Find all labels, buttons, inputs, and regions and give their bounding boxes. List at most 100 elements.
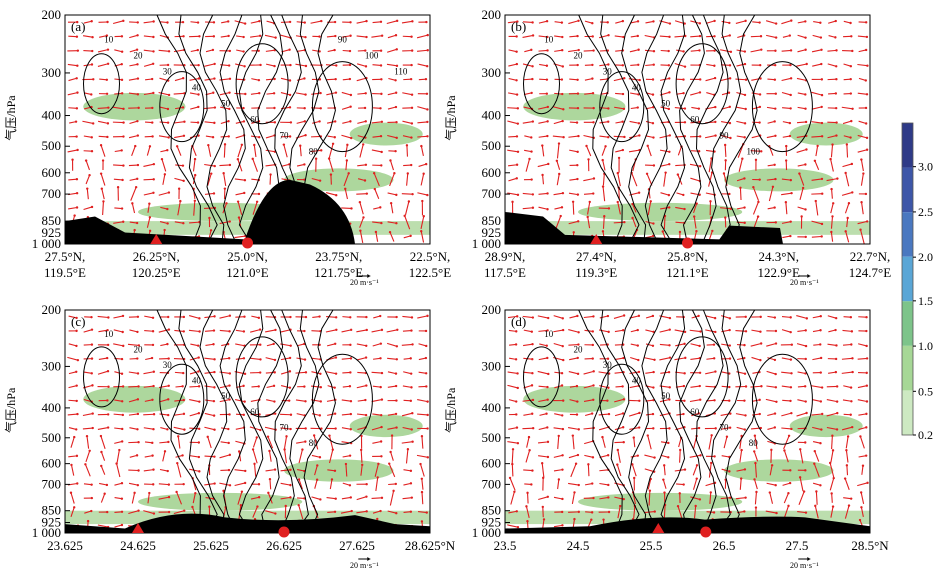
wind-vector <box>523 92 532 96</box>
wind-vector-head <box>515 315 519 318</box>
wind-vector-head <box>120 149 123 152</box>
wind-vector <box>387 427 397 430</box>
wind-vector-head <box>546 208 549 211</box>
wind-vector-head <box>616 463 619 466</box>
wind-vector <box>797 511 807 514</box>
wind-vector-head <box>84 463 87 466</box>
wind-vector <box>341 207 352 210</box>
wind-vector-head <box>380 425 383 429</box>
wind-vector <box>68 206 78 210</box>
wind-vector-head <box>120 50 124 53</box>
wind-vector <box>203 106 215 110</box>
wind-vector <box>797 371 806 375</box>
wind-vector <box>342 120 351 124</box>
wind-vector-head <box>259 371 262 374</box>
contour-line <box>178 14 218 245</box>
wind-vector-head <box>163 450 167 453</box>
wind-vector-head <box>683 207 686 211</box>
wind-vector-head <box>790 343 794 346</box>
wind-vector-head <box>754 158 758 162</box>
wind-vector <box>526 492 529 504</box>
wind-vector-head <box>318 456 322 459</box>
wind-vector-head <box>622 107 626 111</box>
wind-vector-head <box>820 428 823 431</box>
wind-vector-head <box>695 229 698 233</box>
wind-vector <box>705 192 715 196</box>
wind-vector-head <box>668 77 671 80</box>
wind-vector-head <box>197 105 200 109</box>
wind-vector-head <box>364 92 367 95</box>
wind-vector-head <box>120 440 124 443</box>
wind-vector <box>660 206 670 210</box>
wind-vector <box>68 426 77 430</box>
wind-vector <box>568 343 579 346</box>
wind-vector-head <box>744 330 748 333</box>
wind-vector <box>644 34 655 38</box>
wind-vector-head <box>774 484 777 487</box>
contour-line <box>599 71 645 143</box>
wind-vector <box>68 178 77 181</box>
wind-vector <box>207 173 212 186</box>
wind-vector <box>253 144 257 158</box>
wind-vector <box>326 92 337 96</box>
wind-vector-head <box>760 385 763 388</box>
wind-vector <box>845 231 850 243</box>
wind-vector-head <box>668 91 671 94</box>
wind-vector-head <box>758 398 761 402</box>
wind-vector-head <box>259 428 262 432</box>
wind-vector-head <box>561 344 564 348</box>
wind-vector-head <box>257 385 260 388</box>
wind-vector <box>508 329 517 332</box>
wind-vector-head <box>651 234 655 238</box>
wind-vector <box>629 371 640 375</box>
wind-vector <box>662 479 667 489</box>
wind-vector <box>357 426 366 431</box>
wind-vector <box>857 92 868 95</box>
wind-vector <box>826 399 838 403</box>
wind-vector-head <box>394 149 397 153</box>
y-tick-label: 400 <box>42 400 62 415</box>
wind-vector-head <box>739 186 742 190</box>
wind-vector <box>583 384 594 389</box>
wind-vector-head <box>834 92 838 95</box>
contour-line <box>621 14 650 245</box>
wind-vector-head <box>835 400 839 403</box>
wind-vector-head <box>800 215 803 218</box>
wind-vector-head <box>379 206 382 209</box>
wind-vector-head <box>577 428 580 431</box>
wind-vector-head <box>348 63 352 67</box>
wind-vector-head <box>851 370 854 374</box>
wind-vector <box>127 343 139 346</box>
y-tick-label: 1 000 <box>32 525 61 540</box>
wind-vector-head <box>834 106 838 110</box>
wind-vector-head <box>851 49 854 53</box>
wind-vector <box>829 462 835 478</box>
wind-vector-head <box>197 134 200 137</box>
wind-vector <box>813 463 820 478</box>
contour-label: 100 <box>746 147 760 157</box>
wind-vector-head <box>228 413 231 416</box>
wind-vector <box>371 399 383 403</box>
y-tick-label: 850 <box>42 213 62 228</box>
wind-vector-head <box>789 107 792 110</box>
wind-vector <box>644 357 655 361</box>
wind-vector <box>553 469 563 472</box>
wind-vector <box>830 231 834 242</box>
wind-vector-head <box>394 91 398 94</box>
wind-vector-head <box>242 120 246 123</box>
wind-vector <box>647 145 652 157</box>
wind-vector-head <box>106 328 109 332</box>
wind-vector-head <box>122 164 125 167</box>
wind-vector <box>70 492 75 504</box>
wind-vector-head <box>813 159 817 162</box>
wind-vector <box>752 21 760 24</box>
wind-vector <box>131 203 136 214</box>
wind-vector <box>82 427 93 430</box>
wind-vector <box>630 357 639 361</box>
wind-vector <box>830 506 834 518</box>
wind-vector <box>296 413 305 416</box>
wind-vector-head <box>590 518 593 521</box>
wind-vector-head <box>773 316 777 319</box>
y-tick-label: 200 <box>482 302 502 317</box>
wind-vector-head <box>136 134 140 137</box>
